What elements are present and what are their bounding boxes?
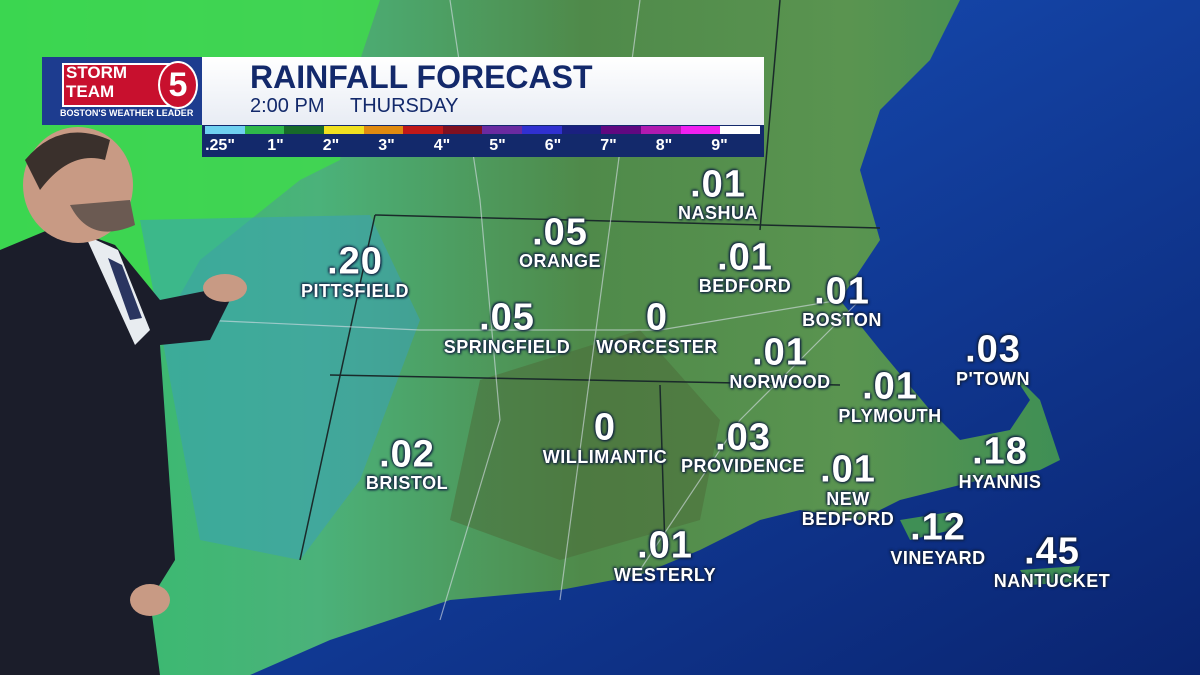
title: RAINFALL FORECAST — [250, 59, 593, 95]
day: THURSDAY — [350, 95, 459, 117]
city-name: PLYMOUTH — [838, 406, 942, 426]
rain-amount: .01 — [862, 365, 918, 408]
legend-label: .25" — [205, 137, 235, 154]
city-name: ORANGE — [518, 251, 602, 271]
rain-amount: .01 — [752, 331, 808, 374]
legend-label: 1" — [267, 137, 284, 154]
city-name: BOSTON — [802, 310, 882, 330]
city-name: WILLIMANTIC — [542, 447, 668, 467]
presenter — [0, 127, 247, 675]
banner: STORM TEAM 5 BOSTON'S WEATHER LEADER RAI… — [42, 57, 764, 157]
legend-label: 2" — [322, 137, 340, 154]
state-lines — [299, 0, 881, 561]
logo-box — [62, 63, 174, 107]
rain-amount: .01 — [717, 236, 773, 279]
title-box: RAINFALL FORECAST 2:00 PM THURSDAY — [202, 57, 764, 125]
legend-label: 5" — [489, 137, 506, 154]
rain-amount: .05 — [532, 211, 588, 254]
time: 2:00 PM — [250, 95, 325, 117]
city-name: NEW BEDFORD — [801, 489, 895, 529]
rain-amount: .45 — [1024, 530, 1080, 573]
city-name: NANTUCKET — [993, 571, 1111, 591]
city-name: P'TOWN — [956, 369, 1030, 389]
rain-amount: .01 — [637, 524, 693, 567]
legend: .25" 1" 2" 3" 4" 5" 6" 7" 8" 9" — [202, 125, 764, 157]
rain-amount: .12 — [910, 506, 966, 549]
rain-amount: .18 — [972, 430, 1028, 473]
city-name: BEDFORD — [698, 276, 792, 296]
city-name: PROVIDENCE — [680, 456, 806, 476]
rain-amount: .20 — [327, 240, 383, 283]
city-name: WESTERLY — [613, 565, 717, 585]
city-name: BRISTOL — [365, 473, 449, 493]
legend-label: 6" — [544, 137, 562, 154]
city-name: VINEYARD — [890, 548, 986, 568]
city-name: NASHUA — [677, 203, 759, 223]
rain-amount: .01 — [820, 448, 876, 491]
rain-amount: .01 — [814, 270, 870, 313]
legend-label: 3" — [378, 137, 395, 154]
logo-tagline: BOSTON'S WEATHER LEADER — [60, 108, 194, 118]
islands — [900, 512, 1080, 585]
rain-amount: 0 — [593, 406, 617, 449]
logo-line: STORM — [66, 63, 128, 82]
legend-label: 8" — [655, 137, 673, 154]
rain-amount: .03 — [965, 328, 1021, 371]
logo: STORM TEAM 5 BOSTON'S WEATHER LEADER — [42, 57, 202, 125]
dry-area — [450, 330, 720, 560]
rain-amount: 0 — [645, 296, 669, 339]
rain-amount: .03 — [715, 416, 771, 459]
city-name: WORCESTER — [596, 337, 718, 357]
rain-amount: .02 — [379, 433, 435, 476]
legend-label: 7" — [600, 137, 617, 154]
city-name: PITTSFIELD — [301, 281, 409, 301]
logo-line: TEAM — [66, 82, 115, 101]
legend-bar — [205, 126, 760, 134]
city-name: SPRINGFIELD — [443, 337, 571, 357]
legend-label: 9" — [711, 137, 728, 154]
city-name: HYANNIS — [958, 472, 1042, 492]
rain-amount: .01 — [690, 163, 746, 206]
rain-amount: .05 — [479, 296, 535, 339]
legend-label: 4" — [433, 137, 451, 154]
logo-number: 5 — [158, 61, 198, 109]
city-name: NORWOOD — [729, 372, 831, 392]
